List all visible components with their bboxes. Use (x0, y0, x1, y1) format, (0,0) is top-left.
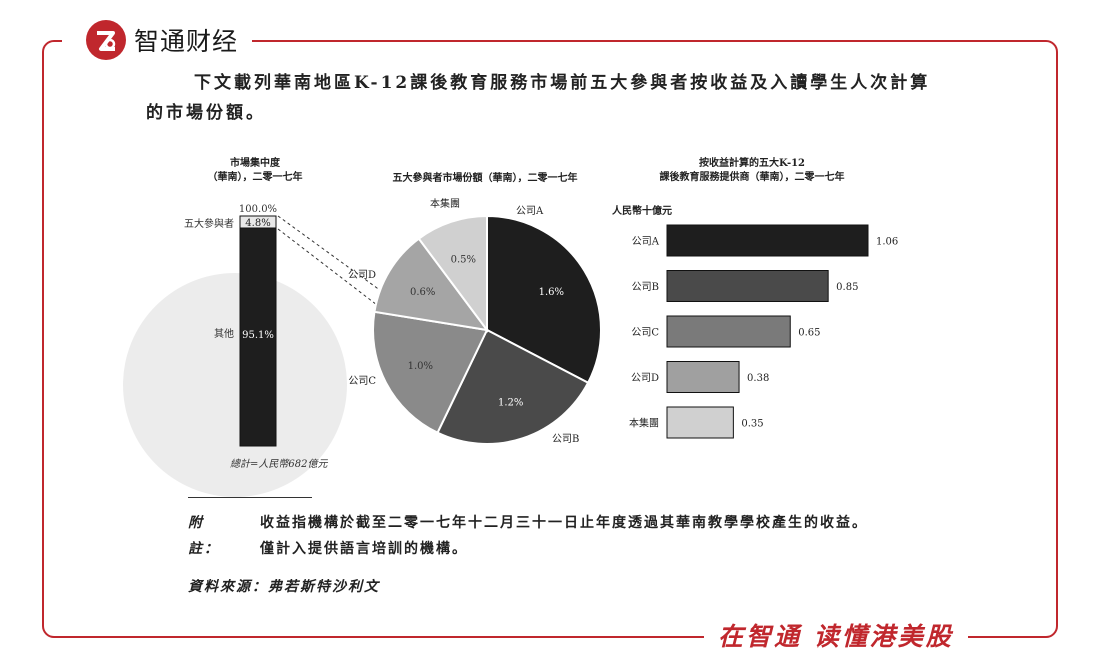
bar-category-label: 公司C (631, 328, 659, 339)
bar-category-label: 公司B (632, 282, 659, 293)
bar-category-label: 公司A (632, 237, 660, 248)
page-heading: 下文載列華南地區K-12課後教育服務市場前五大參與者按收益及入讀學生人次計算的市… (146, 73, 931, 123)
pie-slice (417, 214, 488, 334)
pie-slice-label: 1.0% (408, 361, 433, 372)
pie-slice (372, 310, 489, 435)
bar-value-label: 0.38 (747, 373, 769, 384)
revenue-unit-label: 人民幣十億元 (612, 204, 672, 217)
pie-slice-name: 本集團 (430, 197, 460, 210)
stack-label-top5: 4.8% (245, 218, 270, 229)
revenue-bar (666, 361, 740, 393)
bar-value-label: 0.85 (836, 282, 858, 293)
brand-header: 智通财经 (62, 18, 253, 62)
pie-slice-label: 0.5% (451, 255, 476, 266)
concentration-title-line-2: （華南），二零一七年 (208, 170, 303, 183)
pie-slice-label: 1.2% (498, 397, 523, 408)
content-frame (42, 40, 1058, 638)
pie-slice (486, 214, 602, 385)
revenue-bar (666, 406, 734, 439)
bar-value-label: 0.65 (798, 328, 820, 339)
source-citation: 資料來源：弗若斯特沙利文 (188, 579, 380, 595)
revenue-bar (666, 315, 791, 348)
bar-value-label: 1.06 (876, 237, 898, 248)
revenue-title-line-1: 按收益計算的五大K-12 (699, 156, 805, 169)
bar-category-label: 本集團 (629, 417, 659, 430)
pie-slice (373, 237, 490, 332)
bar-category-label: 公司D (631, 373, 659, 384)
pie-slice (436, 328, 590, 445)
brand-slogan: 在智通 读懂港美股 (704, 618, 968, 656)
note-line: 僅計入提供語言培訓的機構。 (260, 541, 468, 557)
note-label: 附註： (188, 515, 220, 557)
stack-label-others: 95.1% (242, 330, 274, 341)
bar-value-label: 0.35 (741, 419, 763, 430)
stack-segment-top5 (239, 215, 277, 229)
stack-segment-others (239, 227, 277, 447)
revenue-bar (666, 270, 829, 302)
revenue-bar (666, 224, 869, 257)
brand-name: 智通财经 (134, 27, 239, 56)
stack-category-others: 其他 (214, 327, 234, 340)
brand-logo-icon (86, 20, 126, 60)
pie-title: 五大參與者市場份額（華南），二零一七年 (393, 171, 578, 184)
revenue-title-line-2: 課後教育服務提供商（華南），二零一七年 (660, 170, 845, 183)
note-line: 收益指機構於截至二零一七年十二月三十一日止年度透過其華南教學學校產生的收益。 (260, 515, 868, 531)
pie-slice-label: 1.6% (539, 287, 564, 298)
concentration-title-line-1: 市場集中度 (230, 156, 281, 169)
pie-slice-name: 公司D (348, 270, 376, 281)
concentration-top-label: 100.0% (239, 204, 277, 215)
pie-slice-label: 0.6% (410, 287, 435, 298)
pie-slice-name: 公司B (552, 434, 579, 445)
pie-slice-name: 公司C (348, 376, 376, 387)
concentration-caption: 總計=人民幣682億元 (230, 458, 328, 470)
stack-category-top5: 五大參與者 (184, 217, 234, 230)
pie-slice-name: 公司A (516, 206, 544, 217)
footnote-divider (188, 497, 312, 498)
